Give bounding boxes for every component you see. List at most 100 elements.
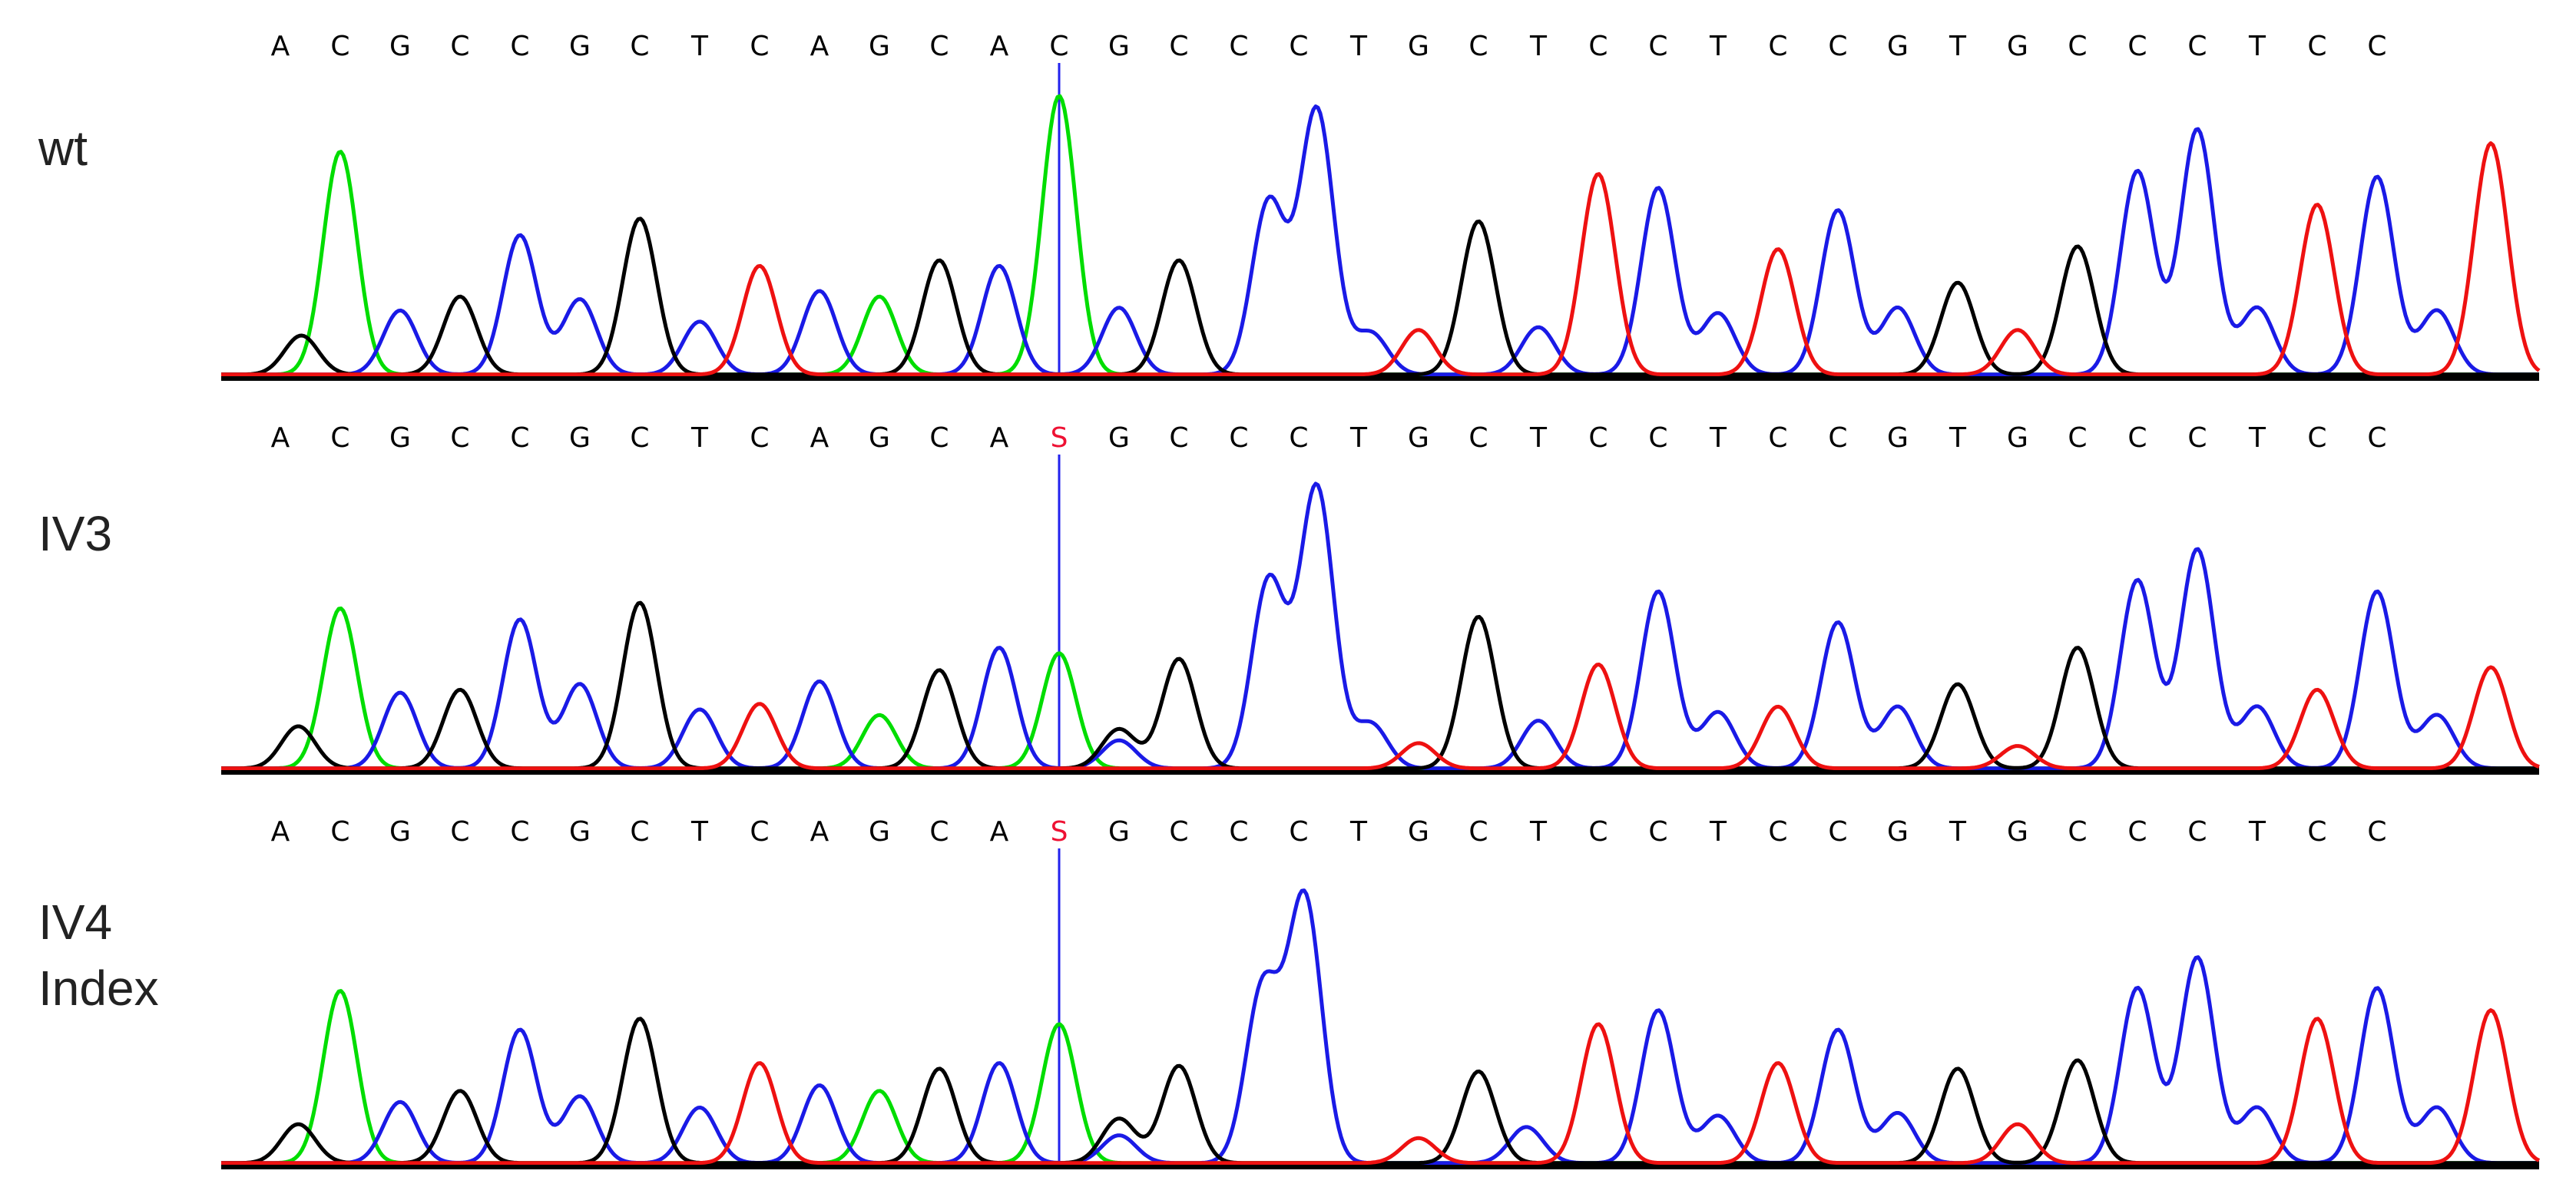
trace-G bbox=[221, 600, 2539, 771]
base-call: G bbox=[869, 816, 890, 848]
base-call: T bbox=[1349, 816, 1368, 848]
base-call: S bbox=[1051, 422, 1068, 454]
base-call: G bbox=[1408, 816, 1429, 848]
trace-T bbox=[221, 1008, 2541, 1166]
base-call: T bbox=[1949, 422, 1967, 454]
base-call: T bbox=[690, 422, 709, 454]
base-call: C bbox=[1828, 816, 1847, 848]
base-call: T bbox=[690, 816, 709, 848]
base-call: C bbox=[1169, 816, 1188, 848]
base-call: C bbox=[2068, 816, 2087, 848]
base-call: C bbox=[2367, 31, 2386, 62]
base-call: C bbox=[450, 816, 469, 848]
base-call: T bbox=[1349, 31, 1368, 62]
trace-T bbox=[221, 663, 2540, 771]
base-call: G bbox=[389, 31, 411, 62]
base-call: C bbox=[1229, 816, 1248, 848]
base-call: T bbox=[1349, 422, 1368, 454]
base-call: C bbox=[510, 31, 529, 62]
base-call: T bbox=[1529, 422, 1548, 454]
base-call: G bbox=[1887, 31, 1909, 62]
base-call: G bbox=[1408, 422, 1429, 454]
base-call: C bbox=[1289, 816, 1308, 848]
trace-G bbox=[221, 1017, 2539, 1166]
base-call: C bbox=[2367, 816, 2386, 848]
base-call: C bbox=[2307, 31, 2326, 62]
base-call: G bbox=[389, 422, 411, 454]
base-call: C bbox=[1768, 31, 1787, 62]
base-call: C bbox=[750, 816, 769, 848]
base-call: T bbox=[2248, 31, 2266, 62]
base-call: T bbox=[690, 31, 709, 62]
base-call: C bbox=[2307, 422, 2326, 454]
base-call: G bbox=[1887, 816, 1909, 848]
base-call: T bbox=[1709, 422, 1727, 454]
base-call: C bbox=[1169, 31, 1188, 62]
base-call: G bbox=[1108, 422, 1130, 454]
trace-T bbox=[221, 141, 2541, 377]
base-call: G bbox=[569, 31, 591, 62]
base-call: C bbox=[2127, 816, 2147, 848]
base-call: T bbox=[2248, 422, 2266, 454]
base-call: C bbox=[1588, 816, 1608, 848]
base-call: C bbox=[1648, 816, 1667, 848]
base-call: C bbox=[2127, 31, 2147, 62]
trace-A bbox=[221, 989, 2539, 1166]
trace-G bbox=[221, 217, 2539, 377]
base-call: A bbox=[271, 422, 290, 454]
base-call: C bbox=[2307, 816, 2326, 848]
base-call: G bbox=[389, 816, 411, 848]
base-call: C bbox=[2068, 31, 2087, 62]
base-call: C bbox=[2187, 422, 2207, 454]
base-call: C bbox=[510, 422, 529, 454]
base-call: C bbox=[1828, 31, 1847, 62]
trace-C bbox=[221, 481, 2539, 771]
base-call: A bbox=[990, 31, 1009, 62]
base-call: C bbox=[929, 816, 949, 848]
base-call: C bbox=[1588, 31, 1608, 62]
base-call: C bbox=[1468, 816, 1488, 848]
base-call: T bbox=[1709, 816, 1727, 848]
base-call: C bbox=[1229, 31, 1248, 62]
base-call: C bbox=[2367, 422, 2386, 454]
base-call: C bbox=[2187, 31, 2207, 62]
base-call: C bbox=[1289, 422, 1308, 454]
base-call: C bbox=[1648, 422, 1667, 454]
base-call: C bbox=[1768, 816, 1787, 848]
base-call: C bbox=[1289, 31, 1308, 62]
track-label-iv4-index: IV4 Index bbox=[38, 894, 159, 1016]
base-call: G bbox=[1408, 31, 1429, 62]
base-call: G bbox=[569, 816, 591, 848]
base-call: C bbox=[450, 31, 469, 62]
base-call: C bbox=[1169, 422, 1188, 454]
base-call: A bbox=[810, 816, 829, 848]
base-call: C bbox=[1648, 31, 1667, 62]
base-call: G bbox=[869, 422, 890, 454]
base-call: A bbox=[271, 816, 290, 848]
trace-A bbox=[221, 606, 2539, 771]
base-call: C bbox=[630, 816, 649, 848]
trace-C bbox=[221, 104, 2539, 377]
base-call: G bbox=[869, 31, 890, 62]
base-call: T bbox=[1949, 816, 1967, 848]
base-call: C bbox=[330, 422, 349, 454]
base-call: G bbox=[1887, 422, 1909, 454]
base-call: C bbox=[750, 31, 769, 62]
track-label-iv3: IV3 bbox=[38, 506, 113, 561]
base-call: C bbox=[330, 31, 349, 62]
base-call: T bbox=[1529, 816, 1548, 848]
base-call: S bbox=[1051, 816, 1068, 848]
base-call: A bbox=[810, 31, 829, 62]
base-call: A bbox=[990, 422, 1009, 454]
base-call: C bbox=[1468, 422, 1488, 454]
base-call: T bbox=[1529, 31, 1548, 62]
base-call: C bbox=[2068, 422, 2087, 454]
base-call: G bbox=[2007, 816, 2028, 848]
base-call: C bbox=[1828, 422, 1847, 454]
base-call: C bbox=[450, 422, 469, 454]
base-call: C bbox=[1468, 31, 1488, 62]
base-call: C bbox=[750, 422, 769, 454]
base-call: C bbox=[1768, 422, 1787, 454]
